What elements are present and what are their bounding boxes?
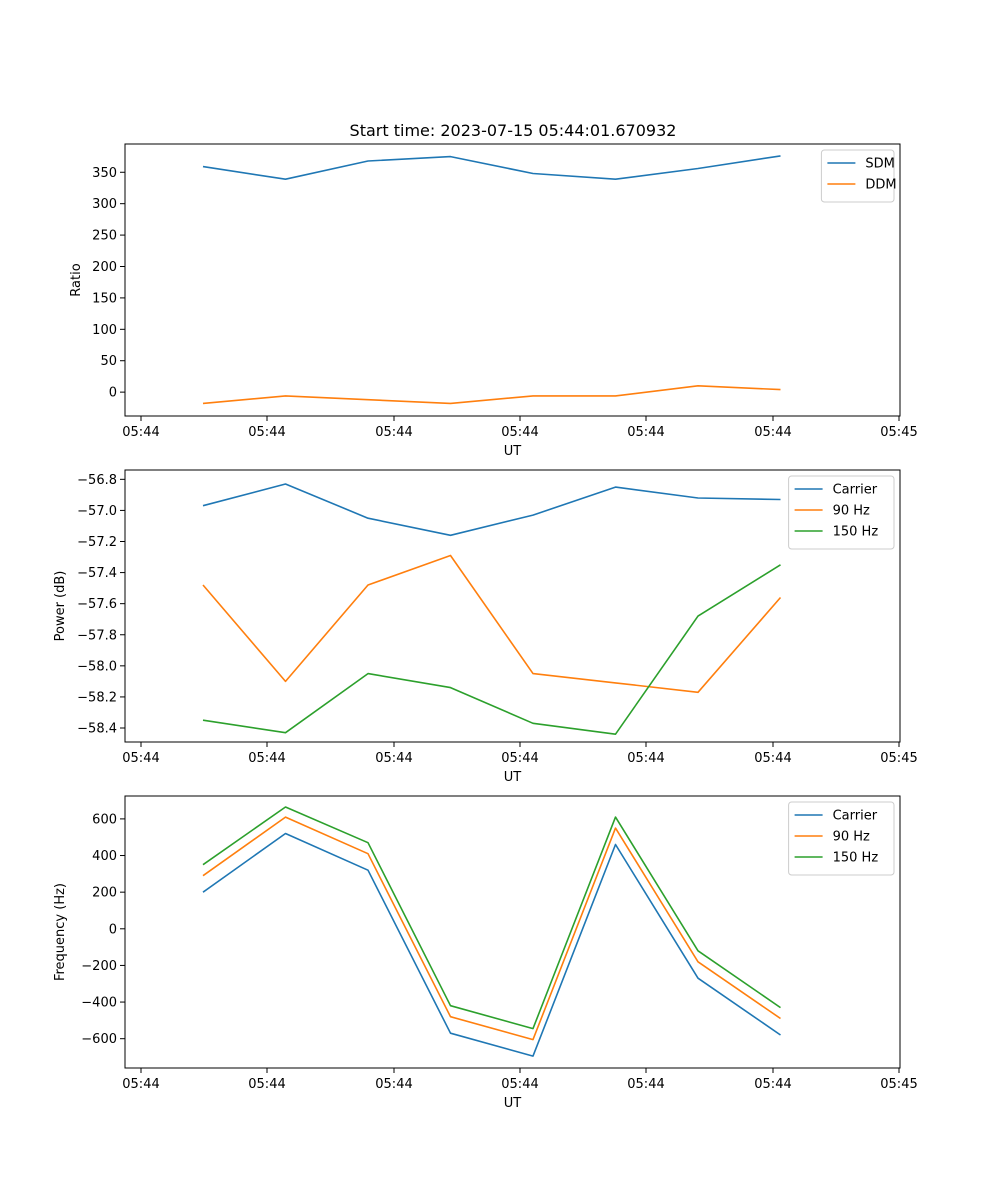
x-axis-label: UT bbox=[504, 1096, 522, 1111]
panel-3: 05:44 05:44 05:44 05:44 05:44 05:44 05:45 −600 −… bbox=[53, 795, 918, 1111]
plot-frame bbox=[124, 469, 901, 743]
legend-label: DDM bbox=[865, 178, 896, 193]
x-tick-label: 05:44 bbox=[375, 751, 412, 766]
x-tick-label: 05:44 bbox=[754, 751, 791, 766]
legend-label: 90 Hz bbox=[833, 830, 870, 845]
y-tick-label: 0 bbox=[109, 922, 117, 937]
plot-frame bbox=[124, 143, 901, 417]
x-axis-label: UT bbox=[504, 444, 522, 459]
legend-label: Carrier bbox=[833, 809, 878, 824]
y-tick-label: −58.2 bbox=[77, 690, 117, 705]
y-tick-label: −58.4 bbox=[77, 722, 117, 737]
x-tick-label: 05:44 bbox=[375, 425, 412, 440]
y-tick-label: 0 bbox=[109, 386, 117, 401]
y-tick-label: 200 bbox=[92, 886, 117, 901]
panels: 05:44 05:44 05:44 05:44 05:44 05:44 05:45 0 50 10… bbox=[53, 143, 918, 1111]
x-tick-label: 05:44 bbox=[627, 751, 664, 766]
y-tick-label: 50 bbox=[100, 354, 117, 369]
y-tick-label: 200 bbox=[92, 260, 117, 275]
legend: Carrier 90 Hz 150 Hz bbox=[788, 801, 895, 876]
y-tick-label: 600 bbox=[92, 812, 117, 827]
x-tick-label: 05:45 bbox=[880, 751, 917, 766]
y-tick-label: −57.6 bbox=[77, 597, 117, 612]
x-tick-label: 05:44 bbox=[501, 1077, 538, 1092]
y-tick-label: −400 bbox=[81, 996, 117, 1011]
plot-frame bbox=[124, 795, 901, 1069]
legend-label: Carrier bbox=[833, 483, 878, 498]
y-tick-label: 350 bbox=[92, 166, 117, 181]
series-line-ddm bbox=[202, 384, 781, 405]
legend-label: 150 Hz bbox=[833, 851, 879, 866]
x-tick-label: 05:44 bbox=[627, 1077, 664, 1092]
legend-label: 90 Hz bbox=[833, 504, 870, 519]
x-tick-label: 05:44 bbox=[248, 751, 285, 766]
series-line-90-hz bbox=[202, 554, 782, 694]
panel-2: 05:44 05:44 05:44 05:44 05:44 05:44 05:45 −56.8… bbox=[53, 469, 918, 785]
x-tick-label: 05:44 bbox=[248, 425, 285, 440]
series-line-150-hz bbox=[202, 806, 781, 1030]
y-axis-label: Ratio bbox=[69, 263, 84, 296]
y-tick-label: −57.4 bbox=[77, 566, 117, 581]
legend-label: 150 Hz bbox=[833, 525, 879, 540]
y-tick-label: −200 bbox=[81, 959, 117, 974]
y-axis-label: Power (dB) bbox=[53, 571, 68, 642]
x-tick-label: 05:44 bbox=[501, 425, 538, 440]
series-line-sdm bbox=[202, 155, 781, 180]
y-tick-label: −56.8 bbox=[77, 473, 117, 488]
x-tick-label: 05:44 bbox=[754, 425, 791, 440]
y-tick-label: −57.2 bbox=[77, 535, 117, 550]
x-tick-label: 05:44 bbox=[122, 1077, 159, 1092]
x-tick-label: 05:44 bbox=[375, 1077, 412, 1092]
series-line-90-hz bbox=[202, 816, 781, 1041]
x-tick-label: 05:44 bbox=[122, 425, 159, 440]
y-tick-label: −57.0 bbox=[77, 504, 117, 519]
x-axis-label: UT bbox=[504, 770, 522, 785]
y-tick-label: 300 bbox=[92, 197, 117, 212]
y-tick-label: 400 bbox=[92, 849, 117, 864]
legend: Carrier 90 Hz 150 Hz bbox=[788, 475, 895, 550]
y-tick-label: −58.0 bbox=[77, 659, 117, 674]
chart-title: Start time: 2023-07-15 05:44:01.670932 bbox=[350, 121, 677, 140]
x-tick-label: 05:44 bbox=[122, 751, 159, 766]
series-line-carrier bbox=[202, 483, 781, 537]
y-tick-label: −57.8 bbox=[77, 628, 117, 643]
y-tick-label: 100 bbox=[92, 323, 117, 338]
legend: SDM DDM bbox=[820, 149, 897, 203]
x-tick-label: 05:44 bbox=[501, 751, 538, 766]
y-axis-label: Frequency (Hz) bbox=[53, 883, 68, 981]
x-tick-label: 05:45 bbox=[880, 1077, 917, 1092]
panel-1: 05:44 05:44 05:44 05:44 05:44 05:44 05:45 0 50 10… bbox=[69, 143, 918, 459]
x-tick-label: 05:44 bbox=[248, 1077, 285, 1092]
x-tick-label: 05:44 bbox=[627, 425, 664, 440]
y-tick-label: 250 bbox=[92, 229, 117, 244]
x-tick-label: 05:44 bbox=[754, 1077, 791, 1092]
series-line-150-hz bbox=[202, 564, 781, 736]
series-line-carrier bbox=[202, 832, 781, 1057]
y-tick-label: −600 bbox=[81, 1032, 117, 1047]
legend-label: SDM bbox=[865, 157, 894, 172]
x-tick-label: 05:45 bbox=[880, 425, 917, 440]
y-tick-label: 150 bbox=[92, 291, 117, 306]
